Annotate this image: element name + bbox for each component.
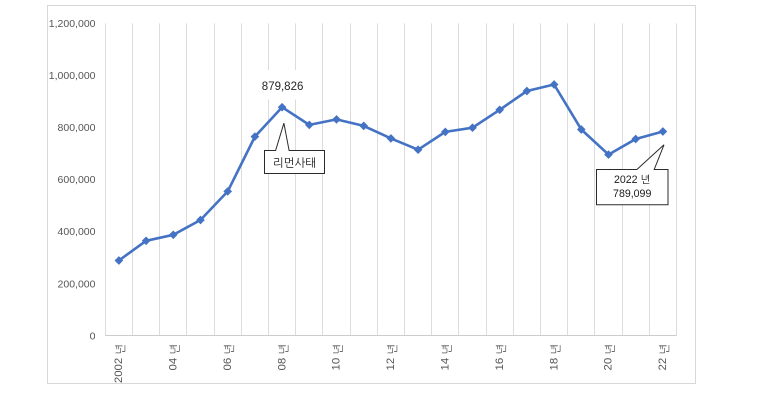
svg-text:12: 12 bbox=[385, 358, 397, 371]
svg-text:20: 20 bbox=[603, 358, 615, 371]
svg-text:1,200,000: 1,200,000 bbox=[49, 18, 96, 30]
svg-text:600,000: 600,000 bbox=[58, 174, 96, 186]
svg-text:1,000,000: 1,000,000 bbox=[49, 70, 96, 82]
svg-text:14: 14 bbox=[440, 358, 452, 371]
svg-text:16: 16 bbox=[494, 358, 506, 371]
svg-text:18: 18 bbox=[548, 358, 560, 371]
svg-text:08: 08 bbox=[276, 358, 288, 371]
svg-text:06: 06 bbox=[222, 358, 234, 371]
svg-text:10: 10 bbox=[331, 358, 343, 371]
svg-text:2002: 2002 bbox=[113, 358, 125, 383]
svg-text:22: 22 bbox=[657, 358, 669, 371]
svg-text:789,099: 789,099 bbox=[613, 188, 651, 200]
svg-text:400,000: 400,000 bbox=[58, 226, 96, 238]
svg-text:879,826: 879,826 bbox=[262, 81, 304, 93]
svg-text:04: 04 bbox=[168, 358, 180, 371]
svg-text:200,000: 200,000 bbox=[58, 278, 96, 290]
svg-text:2022: 2022 bbox=[614, 174, 638, 186]
svg-text:0: 0 bbox=[90, 330, 96, 342]
svg-text:800,000: 800,000 bbox=[58, 122, 96, 134]
